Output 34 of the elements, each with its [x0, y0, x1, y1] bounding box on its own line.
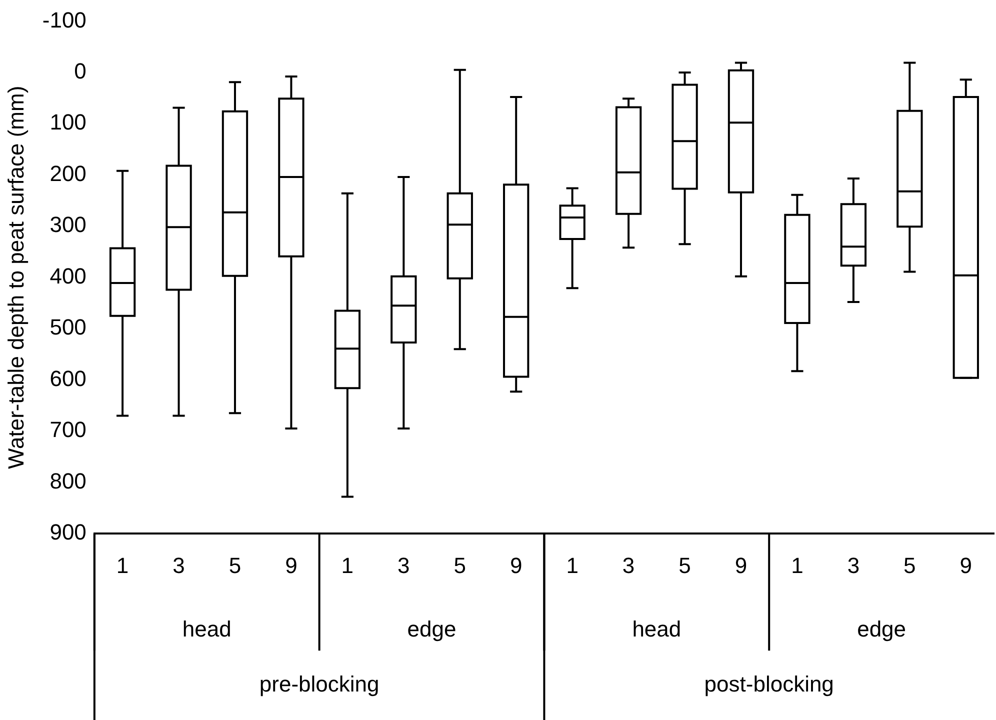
text: head — [632, 616, 682, 642]
text: head — [182, 616, 232, 642]
x-tick-label: 1 — [116, 552, 129, 578]
y-tick-label: 900 — [50, 520, 86, 545]
x-tick-label: 5 — [678, 552, 691, 578]
x-tick-label: 5 — [228, 552, 242, 578]
y-tick-label: 800 — [50, 468, 86, 494]
x-tick-label: 3 — [622, 552, 635, 578]
y-tick-label: 100 — [50, 110, 86, 135]
x-tick-label: 1 — [566, 552, 578, 578]
x-tick-label: 9 — [734, 552, 748, 578]
x-tick-label: 9 — [510, 552, 522, 578]
x-tick-label: 3 — [847, 552, 860, 578]
y-tick-label: 700 — [50, 417, 86, 442]
x-tick-label: 1 — [791, 552, 804, 578]
y-tick-label: 0 — [74, 58, 86, 84]
x-tick-label: 5 — [454, 552, 466, 578]
x-tick-label: 5 — [904, 552, 916, 578]
x-tick-label: 9 — [285, 552, 298, 578]
x-tick-label: 1 — [341, 552, 354, 578]
y-tick-label: 400 — [50, 263, 86, 288]
text: edge — [407, 616, 456, 642]
y-tick-label: 500 — [50, 314, 86, 340]
y-tick-label: 300 — [50, 212, 86, 238]
y-tick-label: 600 — [50, 366, 86, 391]
y-axis-title: Water-table depth to peat surface (mm) — [3, 86, 28, 469]
text: edge — [857, 616, 906, 642]
x-tick-label: 9 — [960, 552, 972, 578]
x-tick-label: 3 — [172, 552, 185, 578]
x-tick-label: 3 — [398, 552, 410, 578]
y-tick-label: 200 — [50, 160, 86, 186]
y-tick-label: -100 — [42, 7, 86, 32]
text: pre-blocking — [259, 672, 380, 697]
text: post-blocking — [704, 672, 834, 697]
